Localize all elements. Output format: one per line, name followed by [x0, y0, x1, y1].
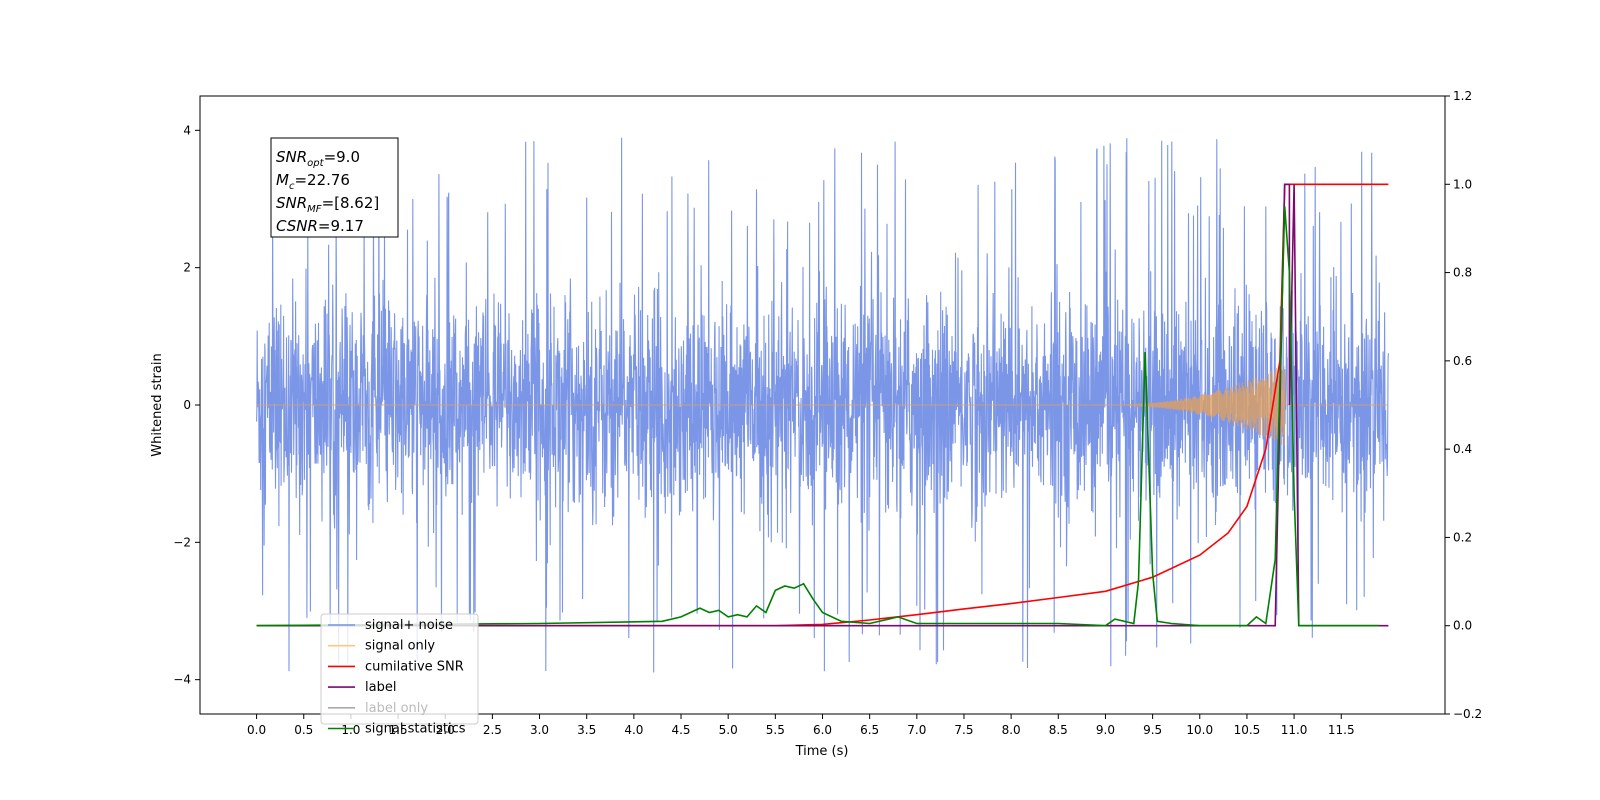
right-y-axis: −0.2 0.0 0.2 0.4 0.6 0.8 1.0 1.2 — [1445, 89, 1482, 721]
x-tick-label: 3.0 — [530, 723, 549, 737]
x-tick-label: 4.0 — [624, 723, 643, 737]
x-tick-label: 11.5 — [1328, 723, 1355, 737]
y-tick-right-label: 0.0 — [1453, 619, 1472, 633]
series-layer — [256, 137, 1389, 673]
series-signal-statistics — [256, 206, 1379, 627]
annotation-line: CSNR=9.17 — [276, 217, 364, 235]
legend-label: label only — [365, 701, 428, 716]
x-tick-label: 5.0 — [719, 723, 738, 737]
annotation-frame — [270, 137, 399, 238]
x-tick-label: 11.0 — [1281, 723, 1308, 737]
y-tick-left-label: 4 — [183, 123, 191, 137]
x-tick-label: 9.0 — [1096, 723, 1115, 737]
x-tick-label: 1.0 — [341, 723, 360, 737]
x-tick-label: 10.0 — [1186, 723, 1213, 737]
x-tick-label: 3.5 — [577, 723, 596, 737]
y-tick-right-label: 0.6 — [1453, 354, 1472, 368]
legend-label: signal statistics — [365, 722, 466, 737]
x-tick-label: 9.5 — [1143, 723, 1162, 737]
x-tick-label: 8.0 — [1002, 723, 1021, 737]
legend-label: signal only — [365, 639, 435, 654]
y-tick-right-label: −0.2 — [1453, 707, 1482, 721]
annotation-line: SNRMF=[8.62] — [276, 194, 379, 215]
x-tick-label: 8.5 — [1049, 723, 1068, 737]
series-signal-noise — [256, 137, 1389, 673]
y-tick-right-label: 1.0 — [1453, 177, 1472, 191]
legend-label: signal+ noise — [365, 618, 453, 633]
x-tick-label: 4.5 — [671, 723, 690, 737]
legend-label: cumilative SNR — [365, 659, 464, 674]
x-tick-label: 7.5 — [954, 723, 973, 737]
x-tick-label: 2.5 — [483, 723, 502, 737]
annotation-line: SNRopt=9.0 — [276, 148, 360, 169]
x-tick-label: 10.5 — [1234, 723, 1261, 737]
annotation-line: Mc=22.76 — [276, 171, 350, 192]
x-tick-label: 5.5 — [766, 723, 785, 737]
y-tick-left-label: 0 — [183, 398, 191, 412]
y-tick-right-label: 0.4 — [1453, 442, 1472, 456]
y-tick-left-label: 2 — [183, 261, 191, 275]
left-y-axis: −4 −2 0 2 4 — [173, 123, 200, 687]
x-axis: 0.0 0.5 1.0 1.5 2.0 2.5 3.0 3.5 4.0 4.5 5.0 5.5 6.0 6… — [247, 714, 1355, 737]
x-tick-label: 2.0 — [436, 723, 455, 737]
y-axis-label: Whitened strain — [150, 353, 165, 456]
legend: signal+ noise signal only cumilative SNR la… — [320, 613, 479, 737]
y-tick-left-label: −4 — [173, 673, 191, 687]
y-tick-right-label: 0.8 — [1453, 266, 1472, 280]
x-tick-label: 6.0 — [813, 723, 832, 737]
y-tick-right-label: 1.2 — [1453, 89, 1472, 103]
y-tick-left-label: −2 — [173, 535, 191, 549]
x-tick-label: 7.0 — [907, 723, 926, 737]
legend-label: label — [365, 680, 396, 695]
y-tick-right-label: 0.2 — [1453, 530, 1472, 544]
x-tick-label: 0.5 — [294, 723, 313, 737]
x-tick-label: 0.0 — [247, 723, 266, 737]
x-axis-label: Time (s) — [795, 744, 849, 759]
x-tick-label: 6.5 — [860, 723, 879, 737]
x-tick-label: 1.5 — [389, 723, 408, 737]
series-signal-only — [256, 365, 1389, 446]
legend-frame — [320, 613, 479, 725]
